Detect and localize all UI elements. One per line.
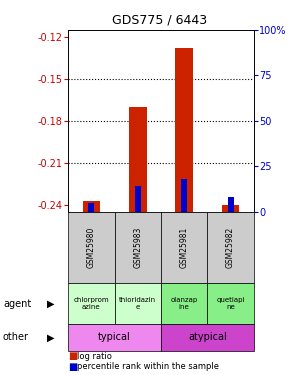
Text: ■: ■ [68, 362, 77, 372]
Bar [181, 179, 187, 212]
Text: percentile rank within the sample: percentile rank within the sample [77, 362, 219, 371]
Text: log ratio: log ratio [77, 352, 112, 361]
Text: GDS775 / 6443: GDS775 / 6443 [112, 13, 207, 26]
Text: atypical: atypical [188, 333, 227, 342]
Text: GSM25982: GSM25982 [226, 227, 235, 268]
Text: GSM25983: GSM25983 [133, 227, 142, 268]
Text: other: other [3, 333, 29, 342]
Text: quetiapi
ne: quetiapi ne [216, 297, 245, 310]
Text: olanzap
ine: olanzap ine [171, 297, 198, 310]
Bar [129, 107, 146, 212]
Bar [135, 186, 141, 212]
Bar [222, 205, 239, 212]
Text: ▶: ▶ [47, 333, 55, 342]
Text: GSM25981: GSM25981 [180, 227, 189, 268]
Bar [88, 203, 94, 212]
Text: agent: agent [3, 299, 31, 309]
Text: ▶: ▶ [47, 299, 55, 309]
Bar [175, 48, 193, 212]
Bar [83, 201, 100, 212]
Text: typical: typical [98, 333, 131, 342]
Text: thioridazin
e: thioridazin e [119, 297, 156, 310]
Text: GSM25980: GSM25980 [87, 227, 96, 268]
Text: chlorprom
azine: chlorprom azine [74, 297, 109, 310]
Text: ■: ■ [68, 351, 77, 361]
Bar [228, 197, 233, 212]
